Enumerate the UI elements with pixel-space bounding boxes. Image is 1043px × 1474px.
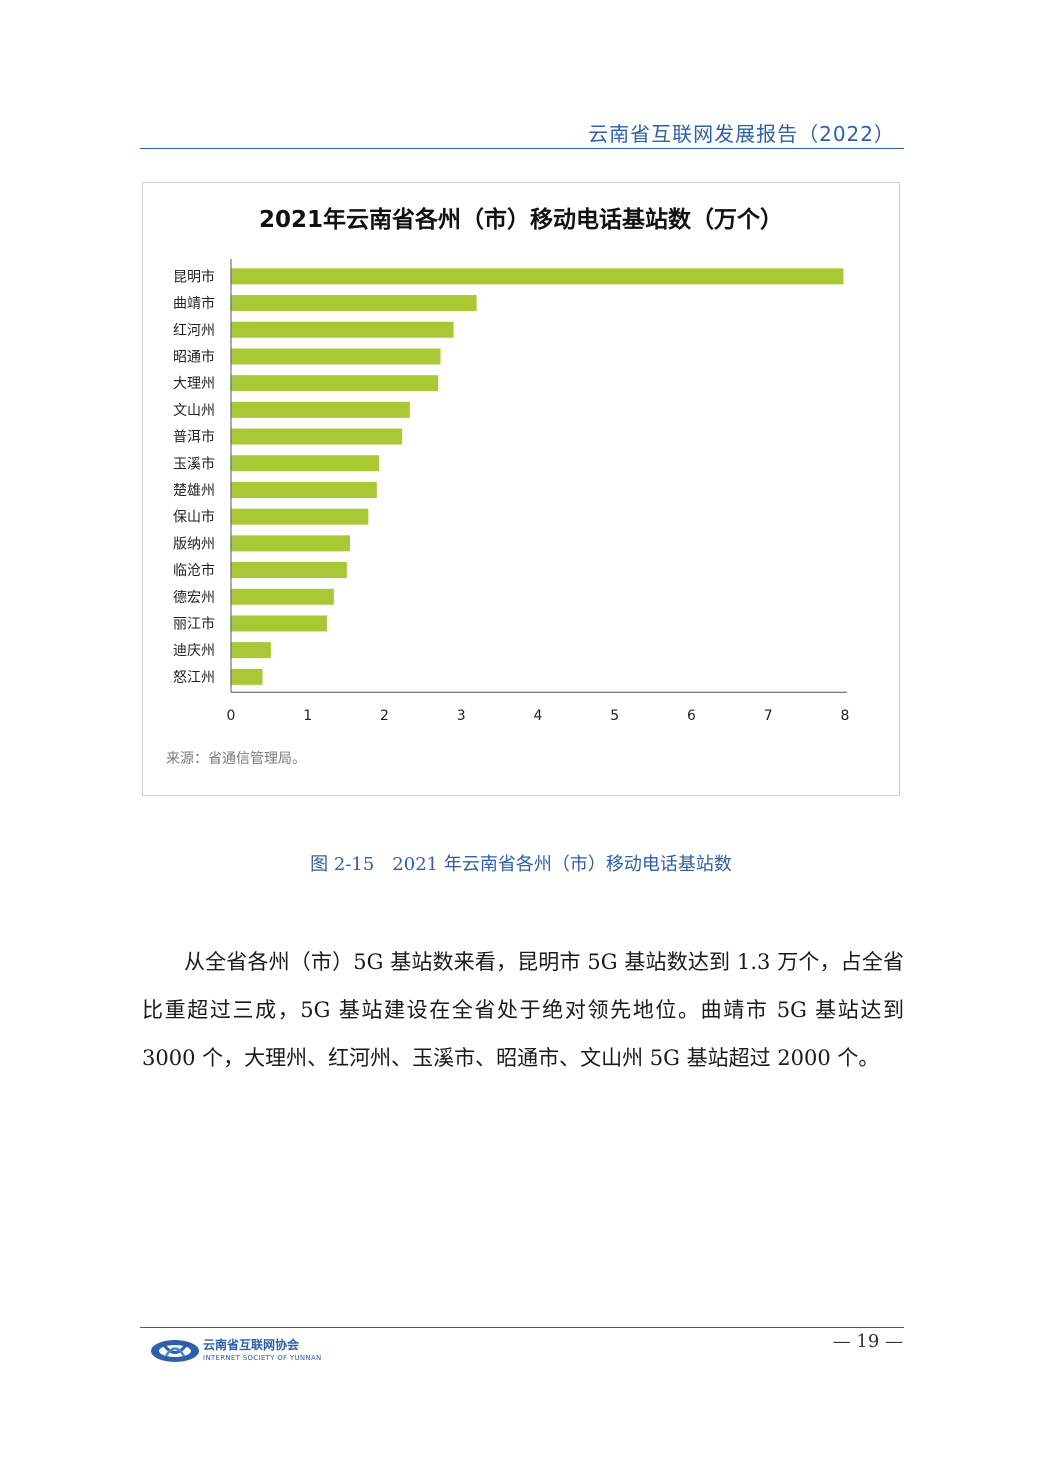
category-label: 版纳州 (173, 536, 215, 552)
association-name-en: INTERNET SOCIETY OF YUNNAN (203, 1354, 322, 1362)
bar-2 (231, 295, 477, 312)
bar-8 (231, 455, 380, 472)
category-label: 德宏州 (173, 590, 215, 606)
bar-3 (231, 321, 454, 338)
category-label: 昭通市 (173, 348, 215, 365)
bar-15 (231, 642, 271, 659)
x-tick-label: 0 (227, 708, 236, 724)
bar-7 (231, 428, 403, 445)
x-tick-label: 5 (610, 708, 619, 724)
bar-6 (231, 401, 410, 418)
running-header-title: 云南省互联网发展报告（2022） (588, 122, 895, 146)
footer-rule (140, 1327, 904, 1328)
category-label: 迪庆州 (173, 643, 215, 659)
x-tick-label: 8 (841, 708, 850, 724)
bar-16 (231, 668, 263, 685)
association-logo-icon (151, 1340, 199, 1362)
header-rule (140, 148, 904, 149)
bar-14 (231, 615, 327, 632)
bar-1 (231, 268, 844, 285)
category-label: 曲靖市 (173, 295, 215, 312)
category-label: 楚雄州 (173, 483, 215, 499)
association-name-cn: 云南省互联网协会 (203, 1338, 300, 1352)
category-label: 红河州 (173, 323, 215, 339)
x-tick-label: 2 (380, 708, 389, 724)
page-number: — 19 — (832, 1331, 903, 1352)
bar-13 (231, 588, 334, 605)
category-label: 玉溪市 (173, 455, 215, 472)
category-label: 大理州 (173, 376, 215, 392)
category-label: 普洱市 (173, 429, 215, 446)
bar-10 (231, 508, 369, 525)
category-label: 临沧市 (173, 562, 215, 579)
category-label: 昆明市 (173, 268, 215, 285)
category-label: 保山市 (173, 509, 215, 526)
bar-4 (231, 348, 441, 365)
bar-12 (231, 562, 347, 579)
x-tick-label: 7 (764, 708, 773, 724)
chart-source-note: 来源：省通信管理局。 (166, 751, 306, 767)
figure-caption: 图 2-15 2021 年云南省各州（市）移动电话基站数 (310, 854, 732, 875)
category-label: 文山州 (173, 403, 215, 419)
bar-11 (231, 535, 350, 552)
x-tick-label: 4 (534, 708, 543, 724)
bar-chart: 昆明市曲靖市红河州昭通市大理州文山州普洱市玉溪市楚雄州保山市版纳州临沧市德宏州丽… (173, 259, 850, 724)
x-tick-label: 3 (457, 708, 466, 724)
bar-9 (231, 481, 377, 498)
category-label: 怒江州 (173, 670, 215, 686)
category-label: 丽江市 (173, 615, 215, 632)
bar-5 (231, 375, 439, 392)
chart-title: 2021年云南省各州（市）移动电话基站数（万个） (258, 207, 783, 233)
x-tick-label: 1 (303, 708, 312, 724)
x-tick-label: 6 (687, 708, 696, 724)
body-paragraph: 从全省各州（市）5G 基站数来看，昆明市 5G 基站数达到 1.3 万个，占全省… (142, 950, 904, 1070)
